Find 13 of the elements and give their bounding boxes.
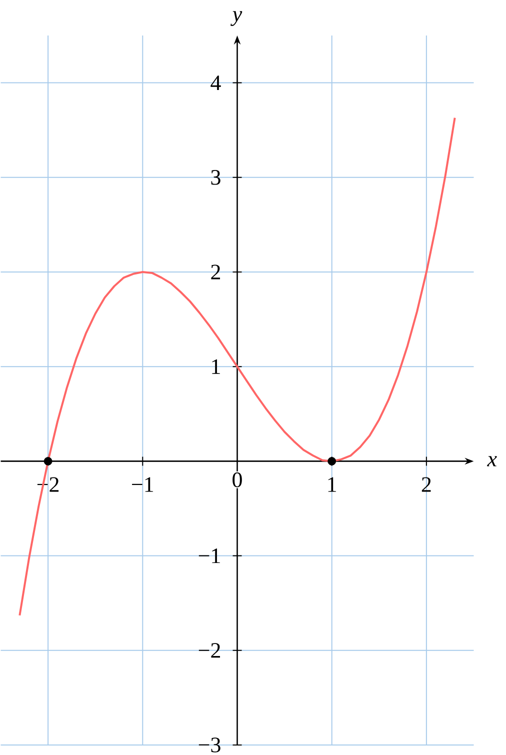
y-tick-label: 2 [211,264,220,280]
x-tick-label: 2 [422,477,431,492]
y-tick-label: −3 [198,738,220,752]
x-tick-label: 0 [232,472,242,488]
x-tick-label: 1 [328,477,336,492]
y-tick-label: 4 [210,76,221,90]
x-tick-label: −1 [132,477,154,492]
y-tick-label: 3 [211,170,220,185]
x-axis-title: x [487,456,497,466]
y-axis-title: y [230,11,242,26]
y-tick-label: −1 [198,548,220,564]
y-tick-label: −2 [198,643,220,658]
y-tick-label: 1 [212,359,220,374]
